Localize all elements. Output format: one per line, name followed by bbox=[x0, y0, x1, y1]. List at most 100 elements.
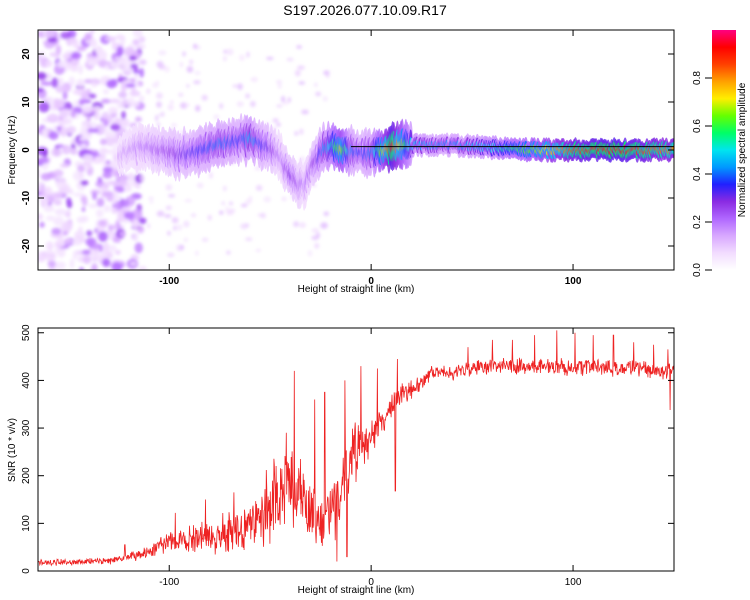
noise-blob bbox=[100, 151, 106, 162]
noise-blob bbox=[72, 89, 82, 95]
colorbar-label: Normalized spectral amplitude bbox=[737, 82, 748, 217]
noise-blob bbox=[65, 37, 77, 44]
spectrogram-ridge-layer bbox=[116, 113, 674, 211]
noise-blob bbox=[107, 251, 114, 259]
noise-blob bbox=[315, 91, 322, 97]
noise-blob bbox=[314, 242, 320, 249]
noise-blob bbox=[146, 222, 151, 229]
noise-blob bbox=[55, 44, 62, 55]
x-tick-label: -100 bbox=[159, 577, 179, 588]
noise-blob bbox=[81, 197, 88, 207]
noise-blob bbox=[102, 88, 110, 95]
noise-blob bbox=[171, 123, 178, 127]
noise-blob bbox=[135, 82, 140, 88]
colorbar-tick-label: 0.8 bbox=[692, 71, 703, 85]
noise-blob bbox=[38, 128, 42, 134]
noise-blob bbox=[123, 218, 130, 224]
noise-blob bbox=[158, 50, 167, 56]
noise-blob bbox=[45, 215, 56, 221]
noise-blob bbox=[201, 237, 209, 243]
noise-blob bbox=[98, 231, 108, 242]
y-tick-label: 200 bbox=[21, 467, 32, 484]
noise-blob bbox=[85, 160, 92, 170]
noise-blob bbox=[124, 211, 135, 220]
noise-blob bbox=[109, 78, 118, 88]
noise-blob bbox=[90, 38, 98, 49]
noise-blob bbox=[281, 95, 286, 103]
noise-blob bbox=[105, 160, 111, 165]
noise-blob bbox=[91, 82, 97, 88]
noise-blob bbox=[139, 59, 147, 65]
noise-blob bbox=[132, 39, 140, 46]
colorbar-tick-label: 0.6 bbox=[692, 119, 703, 133]
noise-blob bbox=[240, 223, 248, 230]
noise-blob bbox=[86, 230, 93, 237]
noise-blob bbox=[182, 51, 186, 57]
noise-blob bbox=[245, 93, 250, 99]
noise-blob bbox=[194, 71, 201, 75]
noise-blob bbox=[43, 148, 48, 159]
noise-blob bbox=[81, 249, 92, 255]
noise-blob bbox=[103, 119, 109, 127]
noise-blob bbox=[134, 242, 143, 254]
noise-blob bbox=[131, 209, 143, 220]
y-tick-label: 500 bbox=[21, 324, 32, 341]
noise-blob bbox=[115, 34, 125, 41]
noise-blob bbox=[120, 118, 130, 126]
noise-blob bbox=[255, 248, 262, 252]
noise-blob bbox=[45, 241, 54, 251]
noise-blob bbox=[64, 147, 76, 154]
noise-blob bbox=[98, 219, 107, 227]
noise-blob bbox=[245, 237, 253, 241]
snr-frame bbox=[37, 327, 675, 572]
colorbar-ticks: 0.0 0.2 0.4 0.6 0.8 bbox=[692, 71, 712, 277]
noise-blob bbox=[137, 226, 145, 234]
colorbar-tick-label: 0.0 bbox=[692, 263, 703, 277]
noise-blob bbox=[62, 90, 68, 101]
noise-blob bbox=[134, 232, 139, 243]
y-tick-label: 20 bbox=[21, 48, 32, 60]
noise-blob bbox=[128, 55, 137, 61]
noise-blob bbox=[104, 36, 116, 42]
noise-blob bbox=[164, 214, 172, 218]
noise-blob bbox=[66, 209, 71, 219]
noise-blob bbox=[38, 101, 50, 113]
noise-blob bbox=[103, 126, 110, 137]
noise-blob bbox=[57, 246, 66, 258]
noise-blob bbox=[64, 186, 71, 191]
noise-blob bbox=[45, 60, 53, 68]
noise-blob bbox=[277, 83, 282, 89]
noise-blob bbox=[155, 92, 163, 100]
noise-blob bbox=[59, 163, 70, 168]
noise-blob bbox=[301, 109, 309, 115]
noise-blob bbox=[51, 227, 62, 235]
noise-blob bbox=[102, 258, 111, 268]
noise-blob bbox=[201, 94, 208, 101]
noise-blob bbox=[115, 180, 127, 187]
noise-blob bbox=[79, 136, 87, 142]
colorbar-tick-label: 0.2 bbox=[692, 215, 703, 229]
y-tick-label: 100 bbox=[21, 515, 32, 532]
noise-blob bbox=[101, 111, 110, 121]
y-tick-label: 0 bbox=[21, 147, 32, 153]
noise-blob bbox=[225, 48, 234, 56]
noise-blob bbox=[38, 72, 47, 80]
noise-blob bbox=[250, 100, 256, 108]
noise-blob bbox=[254, 166, 262, 171]
noise-blob bbox=[167, 252, 175, 258]
noise-blob bbox=[66, 63, 72, 70]
noise-blob bbox=[276, 104, 283, 108]
noise-blob bbox=[276, 122, 282, 127]
noise-blob bbox=[148, 196, 154, 201]
noise-blob bbox=[106, 191, 114, 202]
noise-blob bbox=[101, 98, 111, 104]
noise-blob bbox=[38, 253, 46, 263]
noise-blob bbox=[86, 115, 91, 123]
noise-blob bbox=[54, 242, 64, 248]
noise-blob bbox=[169, 100, 174, 104]
noise-blob bbox=[76, 78, 85, 88]
noise-blob bbox=[50, 148, 63, 157]
noise-blob bbox=[43, 186, 53, 196]
noise-blob bbox=[207, 214, 212, 221]
noise-blob bbox=[74, 230, 86, 241]
